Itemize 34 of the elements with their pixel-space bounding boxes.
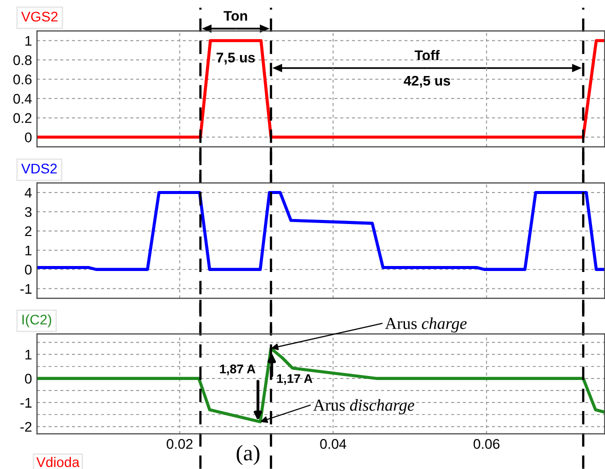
y-tick-label: 1 [25, 350, 32, 360]
y-tick-label: -1 [20, 398, 32, 408]
y-tick-label: 3 [24, 207, 32, 217]
annotation: Arus charge [385, 317, 467, 332]
y-tick-label: -1 [20, 284, 32, 294]
chart-title: VDS2 [21, 164, 57, 174]
annotation: 42,5 us [404, 76, 450, 88]
y-tick-label: 0 [24, 264, 32, 275]
x-tick-label: 0.02 [166, 439, 193, 449]
y-tick-label: 1 [25, 246, 32, 256]
annotation: Toff [414, 50, 440, 60]
y-tick-label: 0 [24, 374, 32, 384]
y-tick-label: 0 [24, 132, 32, 142]
y-tick-label: 2 [25, 226, 32, 236]
y-tick-label: 0.4 [13, 94, 32, 104]
annotation: 1,17 A [277, 374, 312, 385]
y-tick-label: 1 [25, 36, 32, 46]
chart-title: VGS2 [21, 12, 58, 22]
y-tick-label: 4 [24, 188, 32, 198]
annotation: 1,87 A [220, 364, 256, 376]
chart-title: I(C2) [22, 314, 52, 328]
x-tick-label: 0.06 [474, 439, 500, 449]
text: Vdioda [36, 456, 80, 468]
x-tick-label: 0.04 [320, 439, 346, 449]
y-tick-label: -2 [20, 422, 32, 432]
annotation: Arus discharge [313, 399, 414, 414]
line-series [37, 190, 605, 271]
y-tick-label: 0.6 [13, 74, 32, 84]
line-series [37, 346, 605, 424]
annotation: 7,5 us [216, 52, 255, 64]
text: Ton [224, 11, 248, 21]
text: (a) [236, 444, 260, 466]
y-tick-label: 0.8 [13, 55, 32, 66]
y-tick-label: 0.2 [13, 113, 32, 124]
